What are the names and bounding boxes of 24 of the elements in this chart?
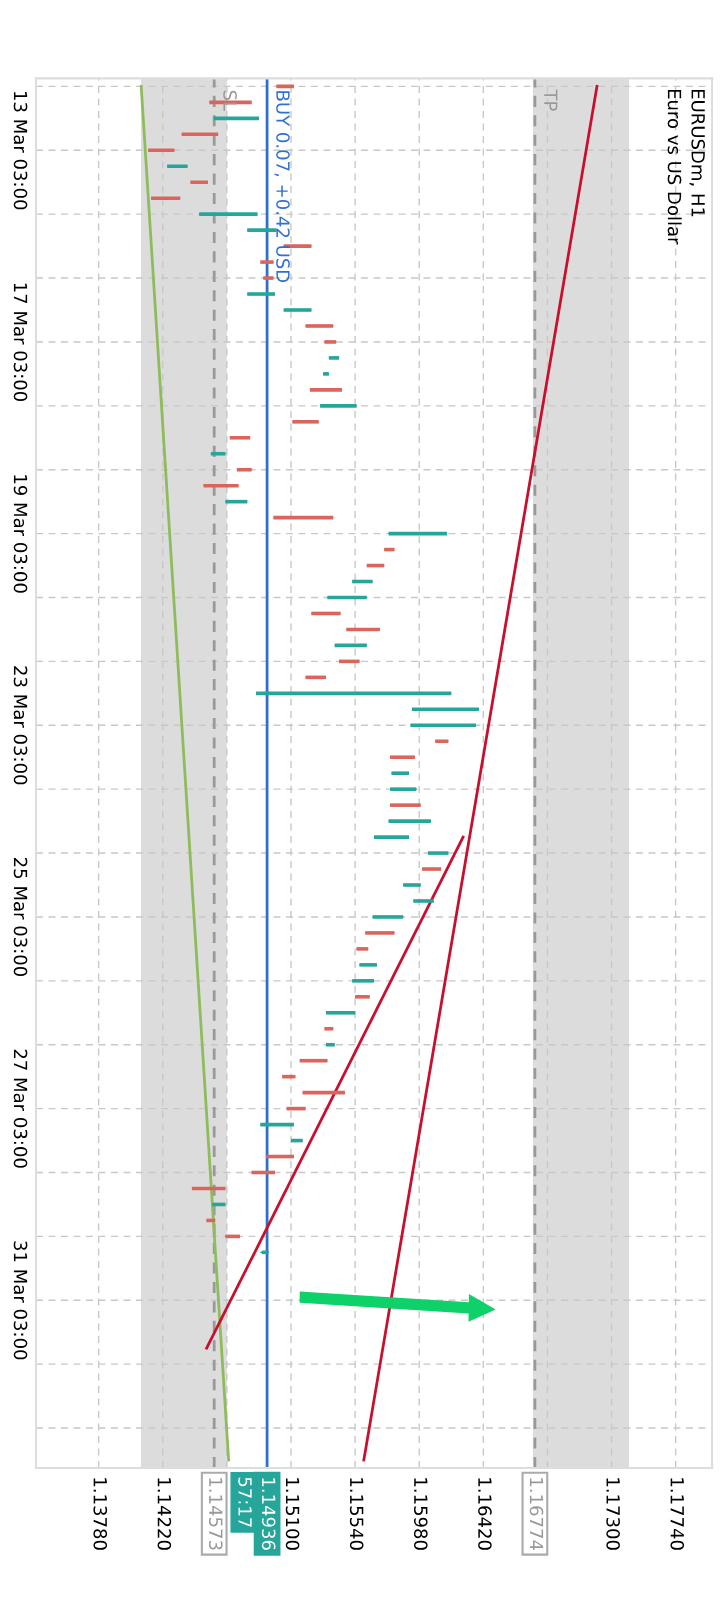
y-tick-label: 19 Mar 03:00 <box>13 475 28 593</box>
x-tick-label: 1.15100 <box>285 1478 300 1550</box>
text: Euro vs US Dollar <box>667 89 682 245</box>
x-tick-label: 1.13780 <box>93 1478 108 1550</box>
y-tick-label: 13 Mar 03:00 <box>13 91 28 210</box>
y-tick-label: 23 Mar 03:00 <box>13 666 28 785</box>
ref-line-label: TP <box>544 89 558 111</box>
x-tick-label: 1.17740 <box>670 1478 685 1550</box>
y-tick-label: 27 Mar 03:00 <box>13 1049 28 1168</box>
x-tick-label: 1.17300 <box>606 1478 620 1550</box>
text: 57:17 <box>238 1477 252 1527</box>
text: 1.14936 <box>261 1478 276 1550</box>
y-tick-label: 17 Mar 03:00 <box>13 283 28 402</box>
x-tick-label: 1.15980 <box>413 1478 428 1550</box>
text: EURUSDm, H1 <box>689 89 705 217</box>
y-tick-label: 25 Mar 03:00 <box>13 858 28 977</box>
x-tick-label: 1.14220 <box>157 1478 172 1550</box>
ref-line-label: SL <box>223 90 237 111</box>
x-tick-label: 1.16420 <box>478 1478 492 1550</box>
x-tick-label: 1.15540 <box>349 1478 364 1550</box>
y-tick-label: 31 Mar 03:00 <box>13 1241 28 1360</box>
ref-line-label: BUY 0.07, +0.42 USD <box>274 91 290 283</box>
text: 1.16774 <box>529 1478 544 1550</box>
text: 1.14573 <box>208 1478 223 1550</box>
